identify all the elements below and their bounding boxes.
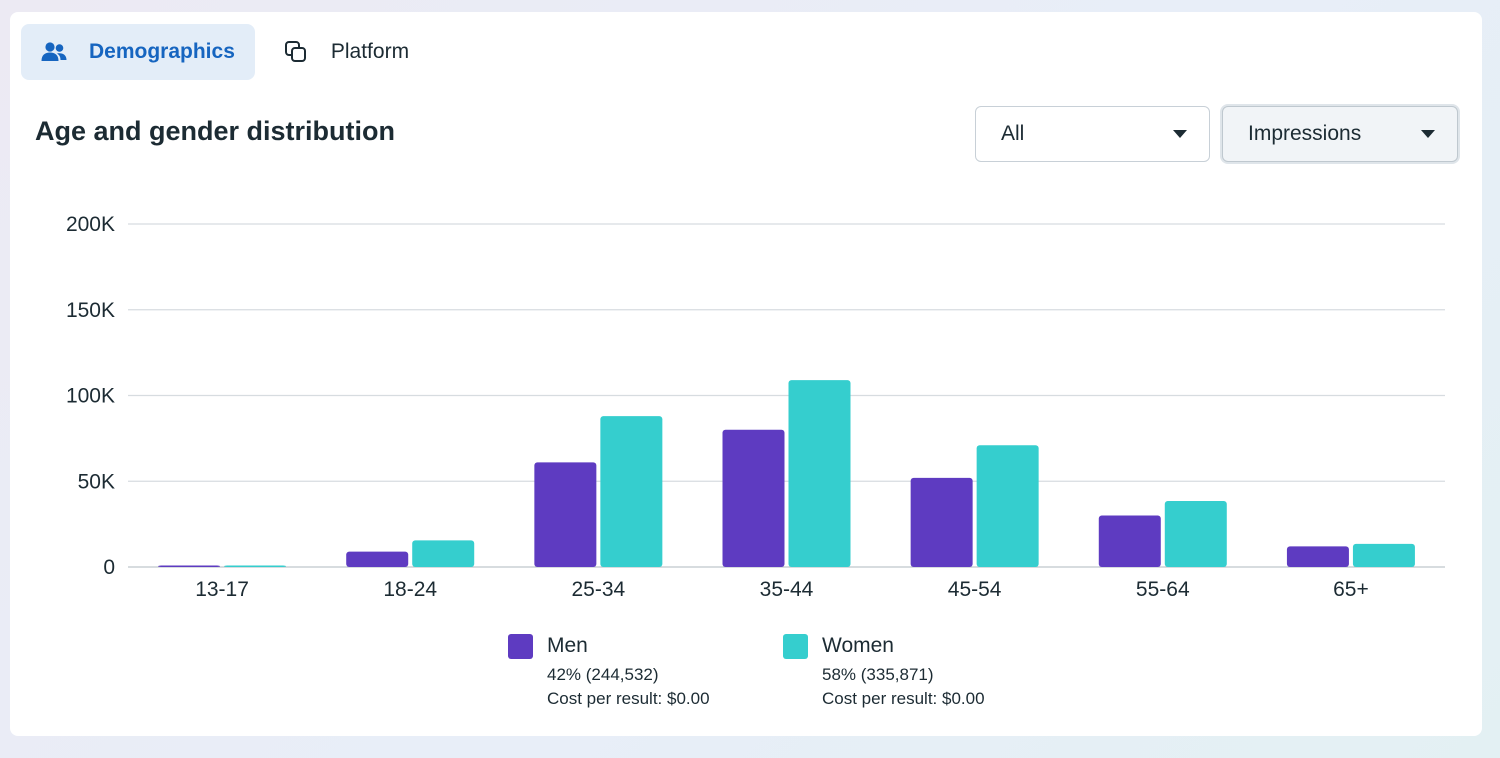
audience-dropdown-value: All	[1001, 122, 1025, 145]
tab-bar: Demographics Platform	[21, 24, 429, 80]
tab-demographics-label: Demographics	[89, 40, 235, 63]
metric-dropdown-value: Impressions	[1248, 122, 1362, 145]
people-icon	[41, 41, 67, 63]
chart-title: Age and gender distribution	[35, 116, 396, 146]
bar-women-45-54	[976, 445, 1039, 567]
bar-men-25-34	[534, 462, 597, 567]
bar-women-35-44	[788, 380, 851, 567]
bar-chart: 0 50K 100K 150K 200K 13-17 18-24 25-34 35-44 45-5…	[66, 213, 1445, 601]
legend-item-men: Men 42% (244,532) Cost per result: $0.00	[508, 632, 710, 710]
bar-women-55-64	[1164, 500, 1227, 567]
caret-down-icon	[1173, 130, 1187, 138]
audience-dropdown[interactable]: All	[975, 106, 1210, 162]
tab-platform[interactable]: Platform	[263, 24, 429, 80]
legend-stat-women: 58% (335,871)	[822, 665, 934, 684]
legend-cost-men: Cost per result: $0.00	[547, 689, 710, 708]
legend-swatch-men	[508, 634, 533, 659]
tab-platform-label: Platform	[330, 40, 410, 63]
x-tick-label: 65+	[1333, 578, 1369, 601]
bar-men-13-17	[158, 565, 221, 567]
y-tick-label: 0	[103, 556, 115, 579]
x-tick-label: 55-64	[1136, 578, 1190, 601]
bar-men-45-54	[910, 477, 973, 567]
legend-cost-women: Cost per result: $0.00	[822, 689, 985, 708]
y-tick-label: 200K	[66, 213, 115, 236]
y-tick-label: 100K	[66, 385, 115, 408]
bar-women-18-24	[412, 540, 475, 567]
x-tick-label: 18-24	[383, 578, 437, 601]
bar-men-18-24	[346, 551, 409, 567]
y-tick-label: 50K	[78, 470, 115, 493]
y-tick-label: 150K	[66, 299, 115, 322]
legend-item-women: Women 58% (335,871) Cost per result: $0.…	[783, 632, 985, 710]
tab-demographics[interactable]: Demographics	[21, 24, 255, 80]
metric-dropdown[interactable]: Impressions	[1222, 106, 1458, 162]
overlapping-squares-icon	[283, 39, 309, 65]
legend-stat-men: 42% (244,532)	[547, 665, 659, 684]
bar-men-35-44	[722, 429, 785, 567]
x-tick-label: 35-44	[760, 578, 814, 601]
bar-men-55-64	[1098, 515, 1161, 567]
caret-down-icon	[1421, 130, 1435, 138]
x-tick-label: 13-17	[195, 578, 249, 601]
bar-men-65+	[1286, 546, 1349, 567]
legend-swatch-women	[783, 634, 808, 659]
x-tick-label: 45-54	[948, 578, 1002, 601]
demographics-card: Demographics Platform Age and gender dis…	[10, 12, 1482, 736]
legend-label-men: Men	[547, 634, 588, 657]
x-tick-label: 25-34	[571, 578, 625, 601]
bar-women-25-34	[600, 416, 663, 567]
legend-label-women: Women	[822, 634, 894, 657]
bar-women-13-17	[224, 565, 287, 567]
bar-women-65+	[1352, 543, 1415, 567]
